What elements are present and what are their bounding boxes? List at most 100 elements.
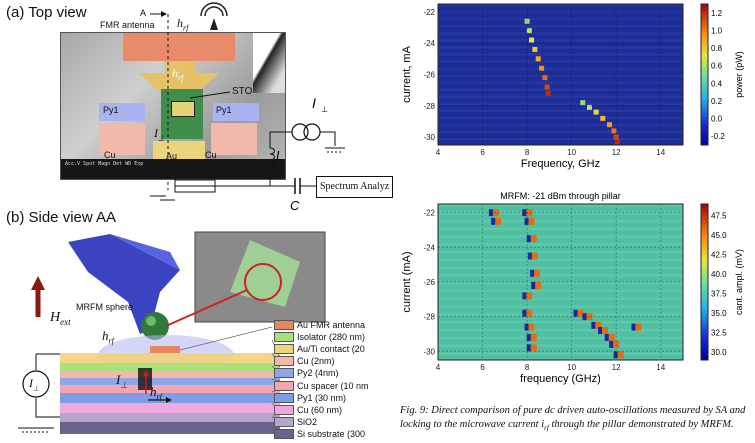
y-tick-label: -30: [423, 133, 435, 142]
cu-left-label: Cu: [104, 150, 116, 160]
heatmap-peak: [534, 269, 541, 277]
y-tick-label: -30: [423, 347, 435, 356]
layer-swatch: [274, 380, 294, 391]
side-view-title: (b) Side view AA: [6, 209, 117, 226]
cu-right-pad: [211, 123, 257, 155]
heatmap-trough: [488, 209, 493, 217]
heatmap-trough: [526, 333, 531, 341]
colorbar-segment: [701, 67, 708, 72]
heatmap-peak: [577, 309, 584, 317]
colorbar-segment: [701, 99, 708, 104]
colorbar-segment: [701, 123, 708, 128]
x-tick-label: 10: [567, 148, 576, 157]
y-tick-label: -24: [423, 39, 435, 48]
colorbar-segment: [701, 109, 708, 114]
colorbar-segment: [701, 85, 708, 90]
figure-caption: Fig. 9: Direct comparison of pure dc dri…: [400, 404, 752, 435]
section-marker-a-top: A: [140, 8, 147, 18]
heatmap-trough: [526, 344, 531, 352]
heatmap-trough: [609, 340, 614, 348]
colorbar-segment: [701, 274, 708, 279]
colorbar-segment: [701, 39, 708, 44]
heatmap-trough: [531, 281, 536, 289]
colorbar-segment: [701, 106, 708, 111]
layer-label: Cu (2nm): [297, 356, 335, 367]
heatmap-peak: [600, 115, 606, 121]
layer-swatch: [274, 417, 294, 428]
colorbar-segment: [701, 262, 708, 267]
x-tick-label: 4: [436, 363, 441, 372]
heatmap-peak: [539, 65, 545, 71]
colorbar-tick-label: 1.2: [711, 9, 723, 18]
colorbar-tick-label: 40.0: [711, 270, 727, 279]
colorbar-segment: [701, 56, 708, 61]
heatmap-peak: [544, 84, 550, 90]
colorbar-segment: [701, 102, 708, 107]
current-source-icon: [22, 370, 50, 398]
layer-label: Cu (60 nm): [297, 404, 343, 415]
x-tick-label: 6: [480, 148, 485, 157]
svg-text:⊥: ⊥: [321, 105, 328, 114]
hrf-label-side-bottom: hrf: [150, 384, 162, 402]
colorbar-segment: [701, 305, 708, 310]
colorbar-segment: [701, 250, 708, 256]
antenna-label: FMR antenna: [100, 20, 155, 30]
x-tick-label: 10: [567, 363, 576, 372]
x-tick-label: 4: [436, 148, 441, 157]
layer-label: SiO2: [297, 417, 318, 428]
colorbar-segment: [701, 4, 708, 9]
heatmap-peak: [542, 75, 548, 81]
i-perp-label-side: I⊥: [116, 372, 128, 390]
plot-frame: [437, 203, 684, 361]
colorbar-segment: [701, 239, 708, 244]
y-tick-label: -28: [423, 313, 435, 322]
layer-legend-item: Cu spacer (10 nm: [274, 380, 369, 391]
heatmap-peak: [530, 344, 537, 352]
colorbar-segment: [701, 317, 708, 322]
cu-left-pad: [99, 123, 145, 155]
heatmap-trough: [524, 323, 529, 331]
heatmap-peak: [595, 321, 602, 329]
caption-line-2: locking to the microwave current irf thr…: [400, 419, 734, 433]
colorbar-tick-label: 30.0: [711, 348, 727, 357]
colorbar-segment: [701, 120, 708, 125]
circuit-diagram: I ⊥ L C: [150, 2, 345, 213]
colorbar-segment: [701, 356, 708, 361]
y-tick-label: -22: [423, 209, 435, 218]
colorbar-segment: [701, 285, 708, 291]
heatmap-peak: [524, 18, 530, 24]
colorbar-segment: [701, 324, 708, 330]
colorbar-segment: [701, 46, 708, 51]
colorbar-segment: [701, 301, 708, 306]
colorbar-segment: [701, 231, 708, 236]
colorbar-tick-label: 0.6: [711, 62, 723, 71]
heatmap-peak: [526, 292, 533, 300]
mrfm-cantilever: [68, 234, 180, 334]
layer-swatch: [274, 404, 294, 415]
zoom-circle: [244, 263, 282, 301]
ground-symbol-top: [325, 147, 345, 153]
layer-swatch: [274, 343, 294, 354]
layer-swatch: [274, 392, 294, 403]
colorbar-segment: [701, 282, 708, 287]
heatmap-peak: [530, 235, 537, 243]
heatmap-trough: [573, 309, 578, 317]
cu-right-label: Cu: [205, 150, 217, 160]
colorbar-segment: [701, 215, 708, 221]
heatmap-peak: [602, 327, 609, 335]
current-source-symbol: [291, 123, 321, 141]
colorbar-segment: [701, 293, 708, 299]
heatmap-peak: [586, 104, 592, 110]
colorbar-segment: [701, 130, 708, 135]
layer-label: Isolator (280 nm): [297, 331, 366, 342]
colorbar-segment: [701, 60, 708, 65]
y-tick-label: -24: [423, 243, 435, 252]
probe-wire: [253, 33, 285, 93]
heatmap-trough: [598, 327, 603, 335]
colorbar-tick-label: 0.8: [711, 44, 723, 53]
colorbar-segment: [701, 336, 708, 341]
heatmap-trough: [491, 217, 496, 225]
colorbar-segment: [701, 35, 708, 40]
colorbar-tick-label: 47.5: [711, 212, 727, 221]
heatmap-peak: [535, 281, 542, 289]
